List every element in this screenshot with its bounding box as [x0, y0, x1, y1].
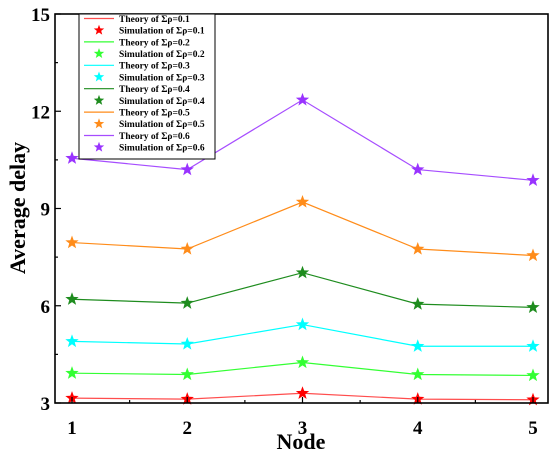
- x-tick-label: 3: [298, 418, 308, 439]
- simulation-point-5-2: [295, 317, 310, 331]
- series-layer: [65, 92, 540, 406]
- theory-line-4: [71, 323, 533, 347]
- simulation-point-9-4: [526, 248, 540, 262]
- legend-box: [78, 13, 216, 160]
- legend-label: Simulation of Σρ=0.5: [119, 120, 205, 130]
- simulation-point-3-3: [411, 367, 425, 381]
- legend-label: Theory of Σρ=0.2: [119, 38, 190, 48]
- simulation-point-9-1: [180, 242, 194, 255]
- legend-star-swatch: [93, 94, 105, 105]
- x-axis-title: Node: [277, 429, 326, 454]
- legend-star-swatch: [93, 24, 105, 35]
- simulation-point-3-4: [526, 368, 540, 382]
- simulation-point-7-3: [411, 297, 425, 310]
- simulation-point-3-2: [295, 355, 310, 369]
- legend-label: Simulation of Σρ=0.3: [119, 73, 205, 83]
- simulation-point-5-0: [65, 334, 79, 348]
- legend-label: Simulation of Σρ=0.2: [119, 50, 205, 60]
- legend-label: Theory of Σρ=0.4: [119, 85, 190, 95]
- simulation-point-3-1: [180, 367, 194, 381]
- legend-label: Theory of Σρ=0.3: [119, 62, 190, 72]
- simulation-point-5-1: [180, 337, 194, 350]
- simulation-point-7-4: [526, 300, 540, 314]
- simulation-point-11-2: [295, 92, 310, 106]
- simulation-point-7-1: [180, 296, 194, 309]
- simulation-point-11-3: [411, 162, 425, 176]
- simulation-point-3-0: [65, 366, 79, 379]
- legend-star-swatch: [93, 141, 105, 152]
- legend-label: Theory of Σρ=0.6: [119, 132, 190, 142]
- x-tick-label: 5: [528, 418, 538, 439]
- y-tick-label: 6: [41, 297, 51, 318]
- simulation-point-11-0: [65, 151, 79, 164]
- legend-star-swatch: [93, 71, 105, 82]
- legend-label: Theory of Σρ=0.5: [119, 109, 190, 119]
- legend-star-swatch: [93, 118, 105, 129]
- legend-label: Simulation of Σρ=0.6: [119, 144, 205, 154]
- x-tick-label: 1: [67, 418, 77, 439]
- legend-star-swatch: [93, 48, 105, 59]
- y-tick-label: 12: [31, 102, 50, 123]
- theory-line-8: [71, 201, 534, 257]
- simulation-point-7-0: [65, 292, 79, 305]
- y-tick-label: 9: [41, 200, 51, 221]
- legend-label: Simulation of Σρ=0.4: [119, 97, 205, 107]
- simulation-point-9-2: [295, 195, 310, 208]
- y-tick-label: 15: [31, 5, 50, 26]
- simulation-point-7-2: [295, 265, 310, 279]
- x-tick-label: 2: [183, 418, 193, 439]
- simulation-point-11-4: [526, 173, 540, 186]
- simulation-point-9-3: [411, 242, 425, 255]
- legend-label: Theory of Σρ=0.1: [119, 15, 190, 25]
- theory-line-6: [71, 272, 534, 308]
- simulation-point-1-2: [295, 386, 310, 399]
- simulation-point-5-3: [411, 339, 425, 352]
- legend-label: Simulation of Σρ=0.1: [119, 27, 205, 37]
- simulation-point-11-1: [180, 162, 194, 176]
- simulation-point-5-4: [526, 339, 540, 352]
- x-tick-label: 4: [413, 418, 423, 439]
- y-axis-title: Average delay: [5, 142, 30, 274]
- simulation-point-9-0: [65, 235, 79, 249]
- y-tick-label: 3: [41, 394, 51, 415]
